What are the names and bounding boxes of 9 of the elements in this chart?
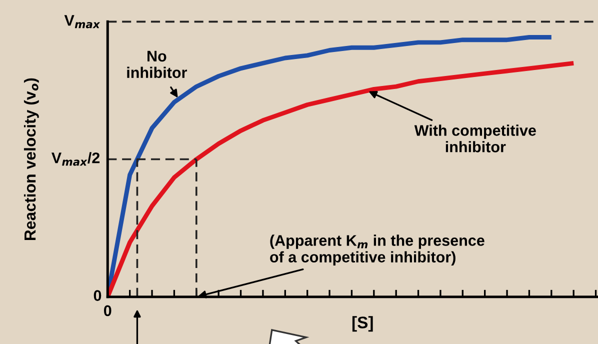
text: V$_{max}$/2: [52, 152, 100, 166]
x-axis-title: [S]: [352, 316, 373, 332]
annotation: (Apparent K$_{m}$ in the presence of a competitive inhibitor): [270, 234, 484, 266]
annotation: No inhibitor: [127, 50, 187, 78]
text: V$_{max}$: [64, 15, 100, 28]
text: 0: [94, 290, 102, 301]
y-axis-title: Reaction velocity (v$_{o}$): [24, 78, 39, 240]
text: 0: [104, 305, 112, 316]
annotation: With competitive inhibitor: [414, 124, 536, 152]
